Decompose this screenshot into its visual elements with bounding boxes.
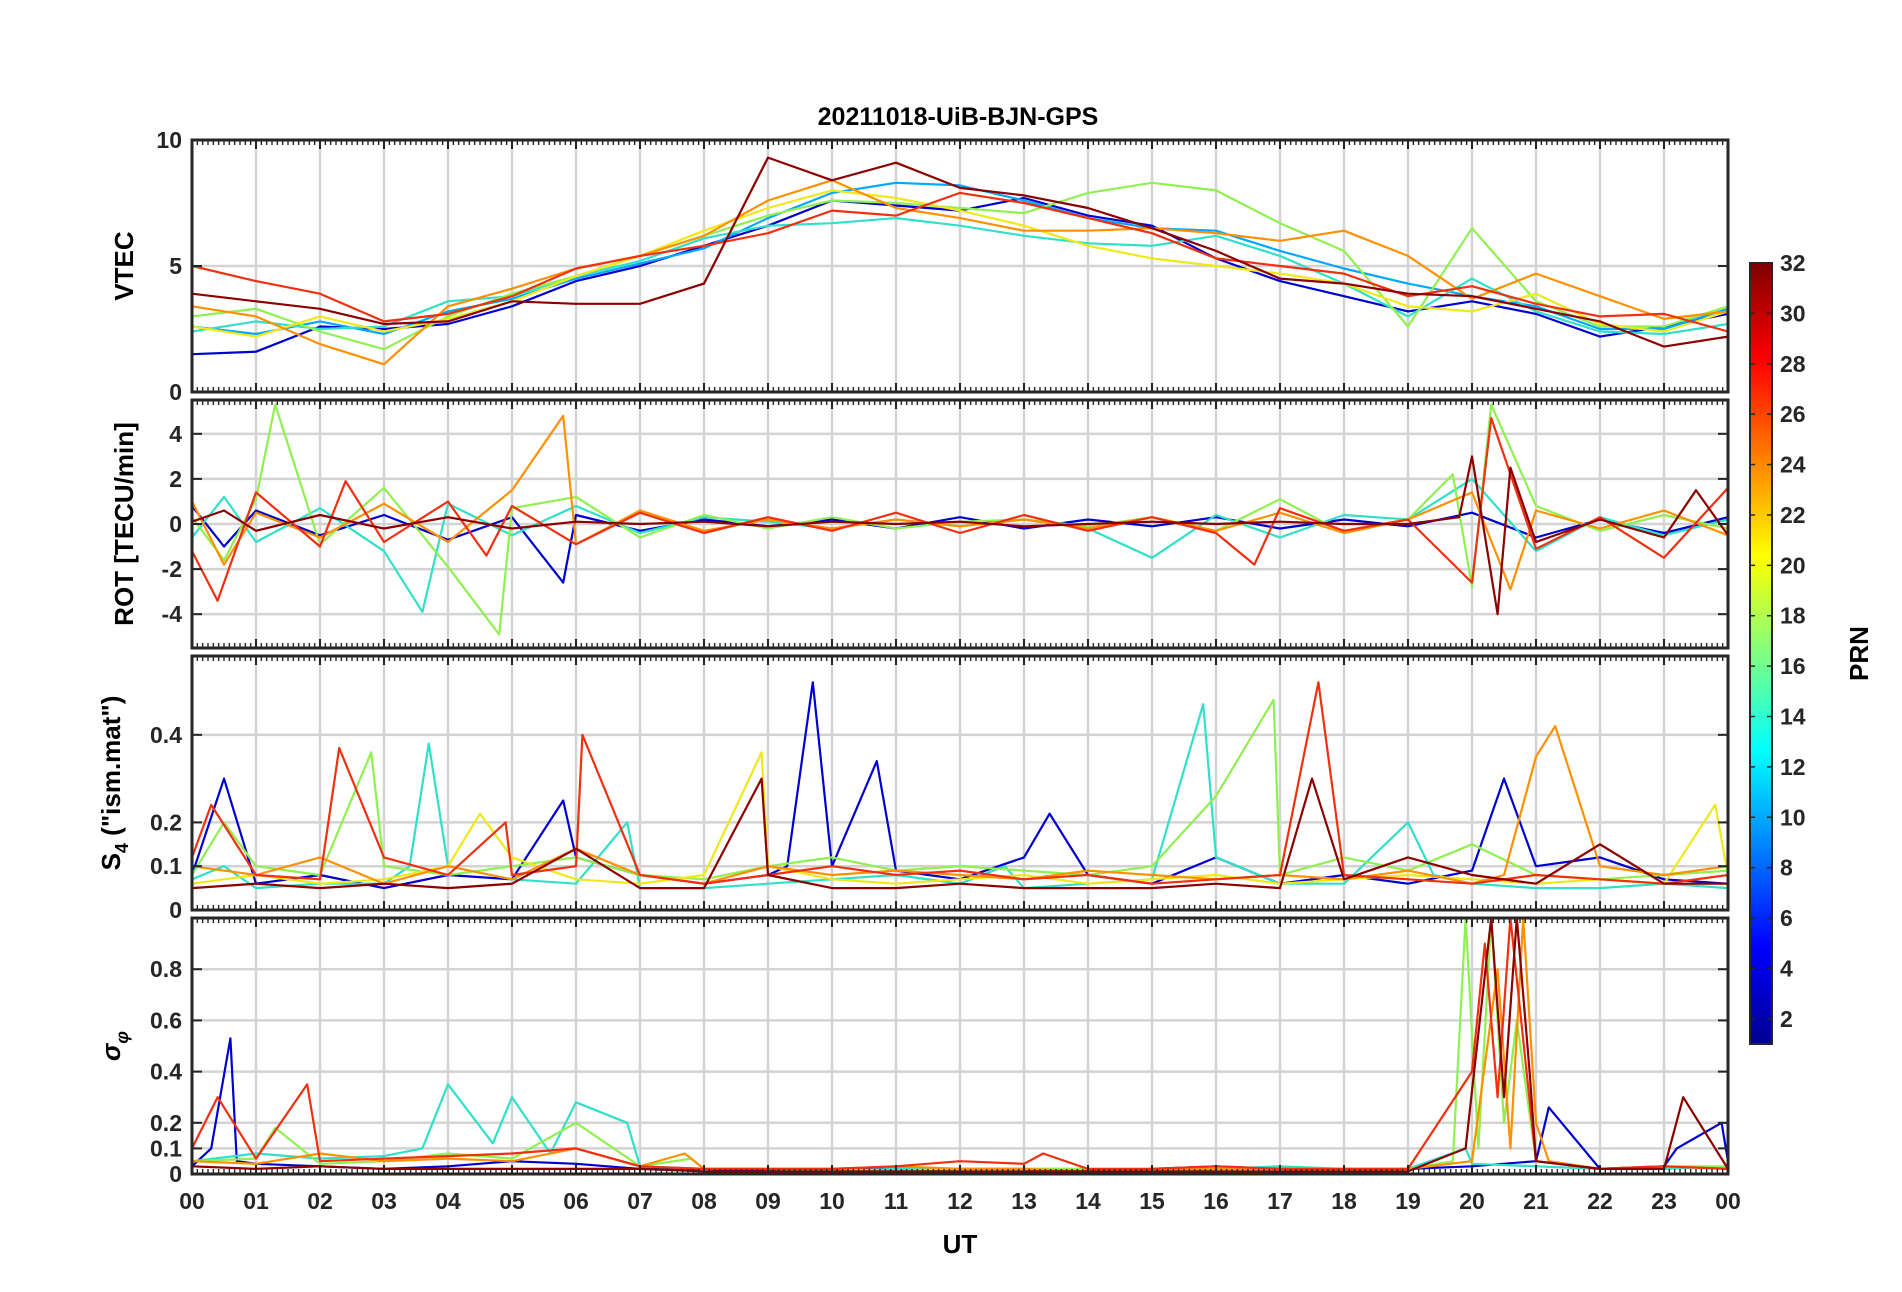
x-tick-label: 06 — [563, 1188, 589, 1214]
x-tick-label: 03 — [371, 1188, 397, 1214]
x-tick-label: 13 — [1011, 1188, 1037, 1214]
chart-title: 20211018-UiB-BJN-GPS — [818, 103, 1099, 131]
series-line-7 — [192, 777, 1728, 890]
colorbar-tick-label: 18 — [1780, 603, 1806, 629]
series-line-5 — [192, 918, 1728, 1170]
colorbar-tick-label: 22 — [1780, 502, 1806, 528]
x-tick-label: 22 — [1587, 1188, 1613, 1214]
series-line-3 — [192, 918, 1728, 1173]
y-tick-label: -2 — [162, 556, 182, 582]
y-tick-label: 10 — [156, 127, 182, 153]
x-tick-label: 09 — [755, 1188, 781, 1214]
x-tick-label: 20 — [1459, 1188, 1485, 1214]
colorbar-tick-label: 20 — [1780, 552, 1806, 578]
series-line-6 — [192, 681, 1728, 885]
series-line-4 — [192, 751, 1728, 885]
x-tick-label: 00 — [1715, 1188, 1741, 1214]
series-line-5 — [192, 189, 1728, 338]
colorbar-tick-label: 32 — [1780, 250, 1806, 276]
colorbar-tick-label: 8 — [1780, 855, 1793, 881]
series-line-3 — [192, 217, 1728, 336]
colorbar-tick-label: 30 — [1780, 300, 1806, 326]
y-axis-label: σφ — [96, 1031, 132, 1061]
x-tick-label: 16 — [1203, 1188, 1229, 1214]
x-axis-label: UT — [943, 1229, 978, 1259]
y-tick-label: 0.1 — [150, 853, 182, 879]
series-line-6 — [192, 179, 1728, 366]
colorbar-tick-label: 12 — [1780, 754, 1806, 780]
plot-frame — [190, 916, 1730, 1176]
colorbar-frame — [1749, 262, 1773, 1045]
colorbar-tick-label: 28 — [1780, 351, 1806, 377]
colorbar-tick-label: 24 — [1780, 452, 1806, 478]
y-tick-label: 0 — [169, 1161, 182, 1187]
x-tick-label: 18 — [1331, 1188, 1357, 1214]
plot-frame — [190, 138, 1730, 394]
colorbar-gradient — [1750, 263, 1772, 1044]
x-tick-label: 12 — [947, 1188, 973, 1214]
x-tick-label: 01 — [243, 1188, 269, 1214]
y-axis-label: S4 ("ism.mat") — [96, 696, 132, 871]
x-tick-label: 14 — [1075, 1188, 1101, 1214]
colorbar-tick-label: 26 — [1780, 401, 1806, 427]
x-tick-label: 15 — [1139, 1188, 1165, 1214]
y-tick-label: 5 — [169, 253, 182, 279]
y-tick-label: 0 — [169, 379, 182, 405]
panel-1: 0 5 10 VTEC — [109, 127, 1730, 405]
colorbar-tick-label: 4 — [1780, 955, 1793, 981]
y-tick-label: 0.4 — [150, 722, 182, 748]
plot-frame — [190, 398, 1730, 650]
series-line-4 — [192, 181, 1728, 351]
y-tick-label: 0.6 — [150, 1007, 182, 1033]
x-tick-label: 23 — [1651, 1188, 1677, 1214]
y-axis-label: ROT [TECU/min] — [109, 422, 139, 626]
y-tick-label: 0.4 — [150, 1059, 182, 1085]
colorbar-tick-label: 2 — [1780, 1006, 1793, 1032]
y-axis-label: VTEC — [109, 231, 139, 301]
colorbar-tick-label: 6 — [1780, 905, 1793, 931]
x-tick-label: 17 — [1267, 1188, 1293, 1214]
x-tick-label: 11 — [884, 1188, 909, 1214]
panel-3: 0 0.1 0.2 0.4 S4 ("ism.mat") — [96, 654, 1730, 923]
x-tick-label: 04 — [435, 1188, 461, 1214]
x-tick-label: 19 — [1395, 1188, 1421, 1214]
y-tick-label: 4 — [169, 421, 182, 447]
x-tick-label: 08 — [691, 1188, 717, 1214]
x-tick-label: 05 — [499, 1188, 525, 1214]
series-line-6 — [192, 455, 1728, 616]
x-tick-label: 10 — [819, 1188, 845, 1214]
x-tick-label: 00 — [179, 1188, 205, 1214]
panel-4: 00.10.2 0.4 0.6 0.8 σφ — [96, 916, 1730, 1187]
series-line-2 — [192, 703, 1728, 890]
y-tick-label: 0.2 — [150, 1110, 182, 1136]
y-tick-label: 0.8 — [150, 956, 182, 982]
colorbar-tick-label: 14 — [1780, 703, 1806, 729]
series-line-7 — [192, 191, 1728, 333]
plot-frame — [190, 654, 1730, 912]
y-tick-label: -4 — [162, 601, 183, 627]
colorbar-tick-label: 16 — [1780, 653, 1806, 679]
y-tick-label: 2 — [169, 466, 182, 492]
y-tick-label: 0.2 — [150, 809, 182, 835]
colorbar-tick-label: 10 — [1780, 804, 1806, 830]
x-tick-label: 21 — [1523, 1188, 1549, 1214]
y-tick-label: 0 — [169, 511, 182, 537]
panel-2: -4 -2 0 2 4 ROT [TECU/min] — [109, 398, 1730, 650]
x-tick-label: 02 — [307, 1188, 333, 1214]
series-line-8 — [192, 156, 1728, 348]
y-tick-label: 0.1 — [150, 1135, 182, 1161]
series-line-3 — [192, 698, 1728, 881]
y-tick-label: 0 — [169, 897, 182, 923]
colorbar-label: PRN — [1844, 626, 1874, 681]
x-tick-label: 07 — [627, 1188, 653, 1214]
